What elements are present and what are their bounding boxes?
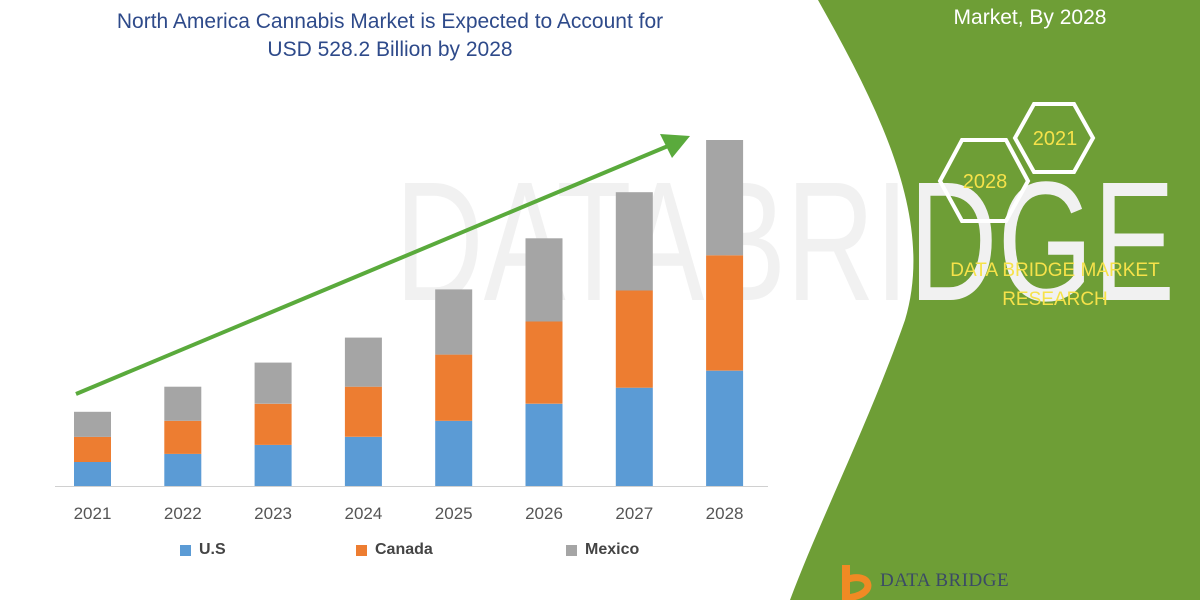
legend-item-canada: Canada [356, 541, 433, 559]
brand-line-1: DATA BRIDGE MARKET [950, 260, 1160, 281]
x-tick-label-2024: 2024 [344, 504, 382, 523]
bar-us-2023 [254, 444, 292, 486]
legend-label-mexico: Mexico [585, 541, 640, 558]
legend-label-canada: Canada [375, 541, 433, 558]
bar-canada-2028 [706, 255, 744, 371]
x-tick-label-2027: 2027 [615, 504, 653, 523]
x-tick-label-2021: 2021 [74, 504, 112, 523]
logo-icon [842, 565, 872, 602]
x-axis-labels: 2021 2022 2023 2024 2025 2026 2027 2028 [74, 504, 744, 523]
bar-mexico-2028 [706, 140, 744, 256]
bar-canada-2021 [74, 436, 111, 462]
bar-mexico-2025 [435, 289, 473, 355]
legend: U.S Canada Mexico [0, 541, 760, 561]
bar-us-2022 [164, 453, 202, 486]
legend-swatch-mexico [566, 544, 577, 556]
bar-mexico-2021 [74, 411, 111, 437]
legend-swatch-canada [356, 544, 367, 556]
bar-us-2028 [706, 370, 744, 486]
x-tick-label-2022: 2022 [164, 504, 202, 523]
brand-line-2: RESEARCH [1002, 289, 1108, 310]
title-line-1: North America Cannabis Market is Expecte… [116, 10, 664, 33]
legend-item-mexico: Mexico [566, 541, 639, 559]
bar-mexico-2027 [615, 192, 653, 291]
x-tick-label-2023: 2023 [254, 504, 292, 523]
bar-canada-2023 [254, 403, 292, 445]
bar-canada-2027 [615, 290, 653, 388]
legend-label-us: U.S [199, 541, 226, 558]
bar-canada-2026 [525, 321, 563, 404]
bar-mexico-2026 [525, 238, 563, 322]
hexagon-2021-icon [1012, 102, 1096, 174]
bar-canada-2022 [164, 420, 202, 454]
hexagon-2028-icon [937, 138, 1031, 223]
x-tick-label-2025: 2025 [435, 504, 473, 523]
bar-us-2025 [435, 420, 473, 486]
title-line-2: USD 528.2 Billion by 2028 [267, 38, 513, 61]
bars-layer [55, 140, 768, 487]
bar-us-2026 [525, 403, 563, 486]
bar-us-2027 [615, 387, 653, 486]
trend-arrow [75, 134, 690, 396]
hex-2021-label: 2021 [1033, 128, 1078, 150]
x-tick-label-2028: 2028 [706, 504, 744, 523]
green-panel [790, 0, 1200, 600]
bar-mexico-2024 [344, 337, 382, 387]
chart-title: North America Cannabis Market is Expecte… [40, 8, 740, 64]
bar-mexico-2023 [254, 362, 292, 404]
bar-us-2024 [344, 436, 382, 486]
logo-text: DATA BRIDGE [880, 570, 1010, 591]
bar-canada-2024 [344, 386, 382, 437]
bar-canada-2025 [435, 354, 473, 421]
brand-name: DATA BRIDGE MARKET RESEARCH [905, 256, 1200, 314]
legend-swatch-us [180, 544, 191, 556]
bar-us-2021 [74, 461, 111, 486]
legend-item-us: U.S [180, 541, 226, 559]
bar-mexico-2022 [164, 386, 202, 421]
x-tick-label-2026: 2026 [525, 504, 563, 523]
watermark-text: DATABRIDGE [395, 147, 1175, 337]
right-panel-heading: Market, By 2028 [953, 6, 1107, 29]
hex-2028-label: 2028 [963, 171, 1008, 193]
